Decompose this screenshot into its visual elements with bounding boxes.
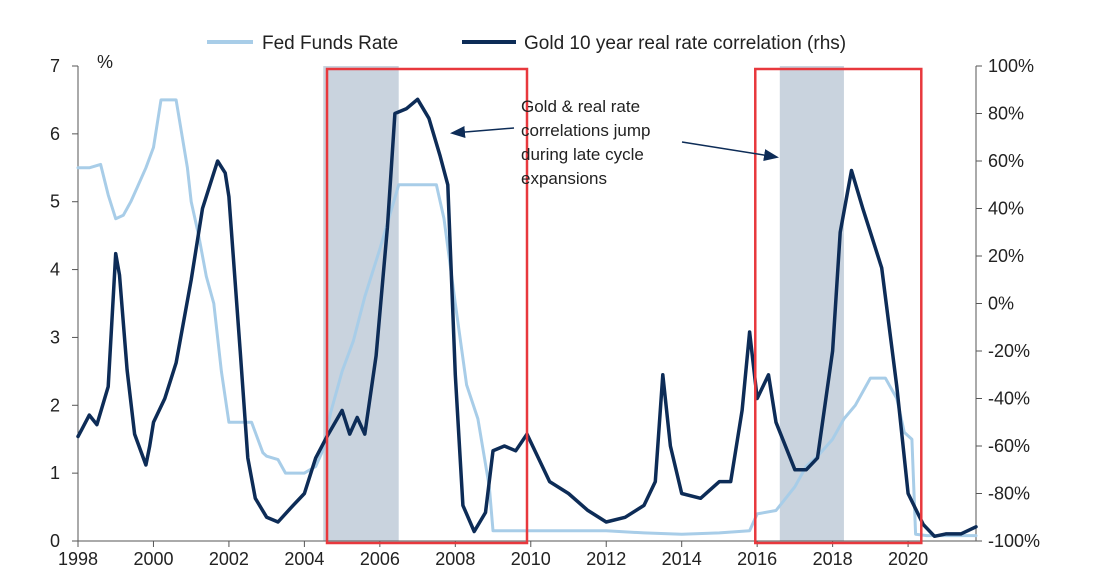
left-tick-label: 0 xyxy=(50,531,60,551)
right-tick-label: 0% xyxy=(988,294,1014,314)
series-line-gold-correlation xyxy=(76,97,978,539)
annotation-arrow-left xyxy=(450,126,515,138)
shaded-period-1 xyxy=(323,66,399,541)
highlight-boxes xyxy=(325,67,923,545)
axes: 0 1 2 3 4 5 6 7 -100% -80% -60% -40% -20% 0% 20% 40% 60%… xyxy=(50,56,1040,569)
legend-label-gold-correlation: Gold 10 year real rate correlation (rhs) xyxy=(524,33,846,54)
annotation-line-2: correlations jump xyxy=(521,121,650,140)
x-tick-label: 2000 xyxy=(133,549,173,569)
annotation-arrow-right xyxy=(681,141,779,162)
series-line-fed-funds xyxy=(76,98,978,538)
left-tick-label: 7 xyxy=(50,56,60,76)
annotation-line-4: expansions xyxy=(521,169,607,188)
highlight-box-2 xyxy=(754,67,923,545)
shaded-periods xyxy=(323,66,844,541)
x-tick-label: 2006 xyxy=(360,549,400,569)
legend-label-fed-funds: Fed Funds Rate xyxy=(262,33,398,54)
highlight-box-1 xyxy=(325,67,529,545)
left-tick-label: 2 xyxy=(50,395,60,415)
x-tick-label: 2002 xyxy=(209,549,249,569)
right-tick-label: -60% xyxy=(988,436,1030,456)
right-tick-label: 40% xyxy=(988,199,1024,219)
right-tick-label: 100% xyxy=(988,56,1034,76)
left-tick-label: 1 xyxy=(50,463,60,483)
x-tick-label: 2012 xyxy=(586,549,626,569)
left-tick-label: 6 xyxy=(50,124,60,144)
x-tick-label: 1998 xyxy=(58,549,98,569)
right-tick-label: -20% xyxy=(988,341,1030,361)
left-tick-label: 4 xyxy=(50,260,60,280)
annotation-line-3: during late cycle xyxy=(521,145,644,164)
series-lines xyxy=(76,97,978,539)
x-tick-label: 2016 xyxy=(737,549,777,569)
x-tick-label: 2020 xyxy=(888,549,928,569)
x-tick-label: 2014 xyxy=(662,549,702,569)
x-tick-label: 2010 xyxy=(511,549,551,569)
legend: Fed Funds Rate Gold 10 year real rate co… xyxy=(207,33,846,54)
right-tick-label: -40% xyxy=(988,389,1030,409)
left-axis-unit-label: % xyxy=(97,52,113,72)
right-tick-label: 20% xyxy=(988,246,1024,266)
x-tick-label: 2004 xyxy=(284,549,324,569)
right-tick-label: 60% xyxy=(988,151,1024,171)
left-tick-label: 3 xyxy=(50,327,60,347)
right-tick-label: 80% xyxy=(988,104,1024,124)
right-tick-label: -80% xyxy=(988,484,1030,504)
right-tick-label: -100% xyxy=(988,531,1040,551)
annotation: Gold & real rate correlations jump durin… xyxy=(450,97,779,188)
annotation-line-1: Gold & real rate xyxy=(521,97,640,116)
x-tick-label: 2018 xyxy=(813,549,853,569)
x-tick-label: 2008 xyxy=(435,549,475,569)
left-tick-label: 5 xyxy=(50,192,60,212)
